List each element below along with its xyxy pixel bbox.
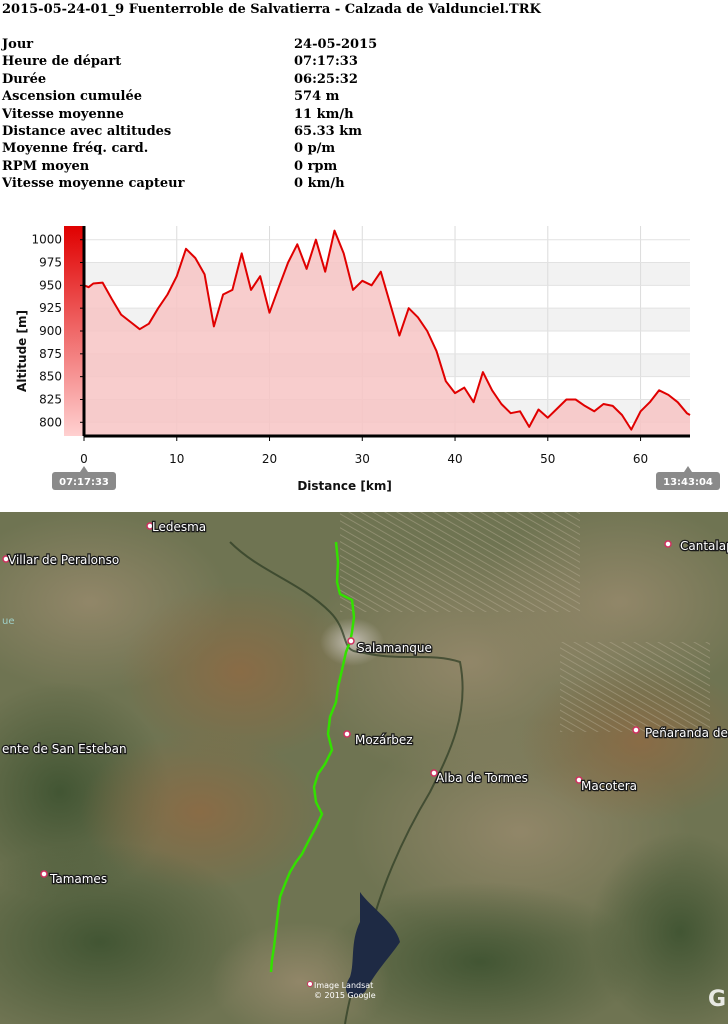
place-label[interactable]: Tamames xyxy=(48,871,109,888)
y-tick-label: 950 xyxy=(39,278,62,292)
y-tick-label: 825 xyxy=(39,392,62,406)
map-credit-imagery: Image Landsat xyxy=(314,981,373,990)
map-terrain xyxy=(0,512,728,1024)
place-label[interactable]: Peñaranda de xyxy=(644,725,728,742)
stat-label: Vitesse moyenne capteur xyxy=(2,176,185,192)
x-tick-label: 30 xyxy=(355,452,370,466)
place-marker-icon[interactable] xyxy=(430,769,438,777)
stat-value: 0 km/h xyxy=(294,176,345,192)
y-axis-label: Altitude [m] xyxy=(15,310,29,392)
stat-label: Heure de départ xyxy=(2,54,122,70)
stat-label: Ascension cumulée xyxy=(2,89,143,105)
gps-track xyxy=(269,541,356,973)
place-label[interactable]: Salamanque xyxy=(356,640,433,657)
satellite-map[interactable]: Ledesma Villar de Peralonso Cantalapi Salam… xyxy=(0,512,728,1024)
stat-value: 11 km/h xyxy=(294,106,354,122)
place-marker-icon[interactable] xyxy=(347,637,355,645)
y-tick-label: 850 xyxy=(39,370,62,384)
x-tick-label: 50 xyxy=(540,452,555,466)
place-marker-icon[interactable] xyxy=(2,555,10,563)
place-label[interactable]: Villar de Peralonso xyxy=(7,552,121,569)
stat-row: Vitesse moyenne 11 km/h xyxy=(2,106,402,123)
x-tick-label: 60 xyxy=(633,452,648,466)
altitude-color-bar xyxy=(64,226,84,436)
x-tick-label: 40 xyxy=(447,452,462,466)
y-tick-label: 875 xyxy=(39,347,62,361)
stat-row: Ascension cumulée 574 m xyxy=(2,88,402,105)
place-marker-icon[interactable] xyxy=(575,776,583,784)
y-tick-label: 1000 xyxy=(31,233,62,247)
stat-label: RPM moyen xyxy=(2,158,90,174)
stat-label: Moyenne fréq. card. xyxy=(2,141,149,157)
start-time-badge: 07:17:33 xyxy=(52,466,116,490)
stat-label: Vitesse moyenne xyxy=(2,106,124,122)
elevation-chart: 800 825 850 875 900 925 950 975 1000 0 10 20 30 40 50 6… xyxy=(15,226,720,493)
place-marker-icon[interactable] xyxy=(632,726,640,734)
stat-row: Durée 06:25:32 xyxy=(2,71,402,88)
elevation-line xyxy=(83,229,691,431)
stat-row: Heure de départ 07:17:33 xyxy=(2,53,402,70)
y-tick-label: 800 xyxy=(39,415,62,429)
google-logo-icon: G xyxy=(708,987,726,1012)
edge-label-fragment: ue xyxy=(2,616,15,627)
stat-value: 0 p/m xyxy=(294,141,336,157)
place-marker-icon[interactable] xyxy=(343,730,351,738)
stat-value: 65.33 km xyxy=(294,123,362,139)
stat-value: 574 m xyxy=(294,89,340,105)
credit-marker-icon xyxy=(307,981,313,987)
stat-label: Distance avec altitudes xyxy=(2,123,172,139)
stat-value: 07:17:33 xyxy=(294,54,358,70)
end-time-badge: 13:43:04 xyxy=(656,466,720,490)
place-marker-icon[interactable] xyxy=(40,870,48,878)
y-tick-label: 925 xyxy=(39,301,62,315)
place-marker-icon[interactable] xyxy=(664,540,672,548)
start-time-badge-text: 07:17:33 xyxy=(59,477,109,488)
place-label[interactable]: ente de San Esteban xyxy=(1,741,128,758)
stat-row: Vitesse moyenne capteur 0 km/h xyxy=(2,175,402,192)
end-time-badge-text: 13:43:04 xyxy=(663,477,713,488)
stats-table: Jour 24-05-2015 Heure de départ 07:17:33 Dur… xyxy=(2,36,402,193)
y-tick-label: 975 xyxy=(39,256,62,270)
x-tick-label: 20 xyxy=(262,452,277,466)
stat-row: RPM moyen 0 rpm xyxy=(2,158,402,175)
stat-value: 0 rpm xyxy=(294,158,338,174)
place-label[interactable]: Ledesma xyxy=(151,519,208,536)
map-credit-copyright: © 2015 Google xyxy=(314,991,376,1000)
stat-label: Jour xyxy=(2,37,34,52)
stat-row: Jour 24-05-2015 xyxy=(2,36,402,53)
stat-label: Durée xyxy=(2,71,47,87)
stat-value: 24-05-2015 xyxy=(294,37,378,52)
place-marker-icon[interactable] xyxy=(146,522,154,530)
track-title: 2015-05-24-01_9 Fuenterroble de Salvatie… xyxy=(2,2,541,17)
elevation-area xyxy=(84,230,690,436)
stat-row: Moyenne fréq. card. 0 p/m xyxy=(2,140,402,157)
stat-value: 06:25:32 xyxy=(294,71,358,87)
y-tick-label: 900 xyxy=(39,324,62,338)
x-axis-label: Distance [km] xyxy=(297,479,391,493)
place-label[interactable]: Cantalapi xyxy=(679,538,728,555)
x-tick-label: 10 xyxy=(169,452,184,466)
x-tick-label: 0 xyxy=(80,452,88,466)
place-label[interactable]: Macotera xyxy=(580,778,639,795)
stat-row: Distance avec altitudes 65.33 km xyxy=(2,123,402,140)
place-label[interactable]: Alba de Tormes xyxy=(435,770,529,787)
place-label[interactable]: Mozárbez xyxy=(354,732,414,749)
